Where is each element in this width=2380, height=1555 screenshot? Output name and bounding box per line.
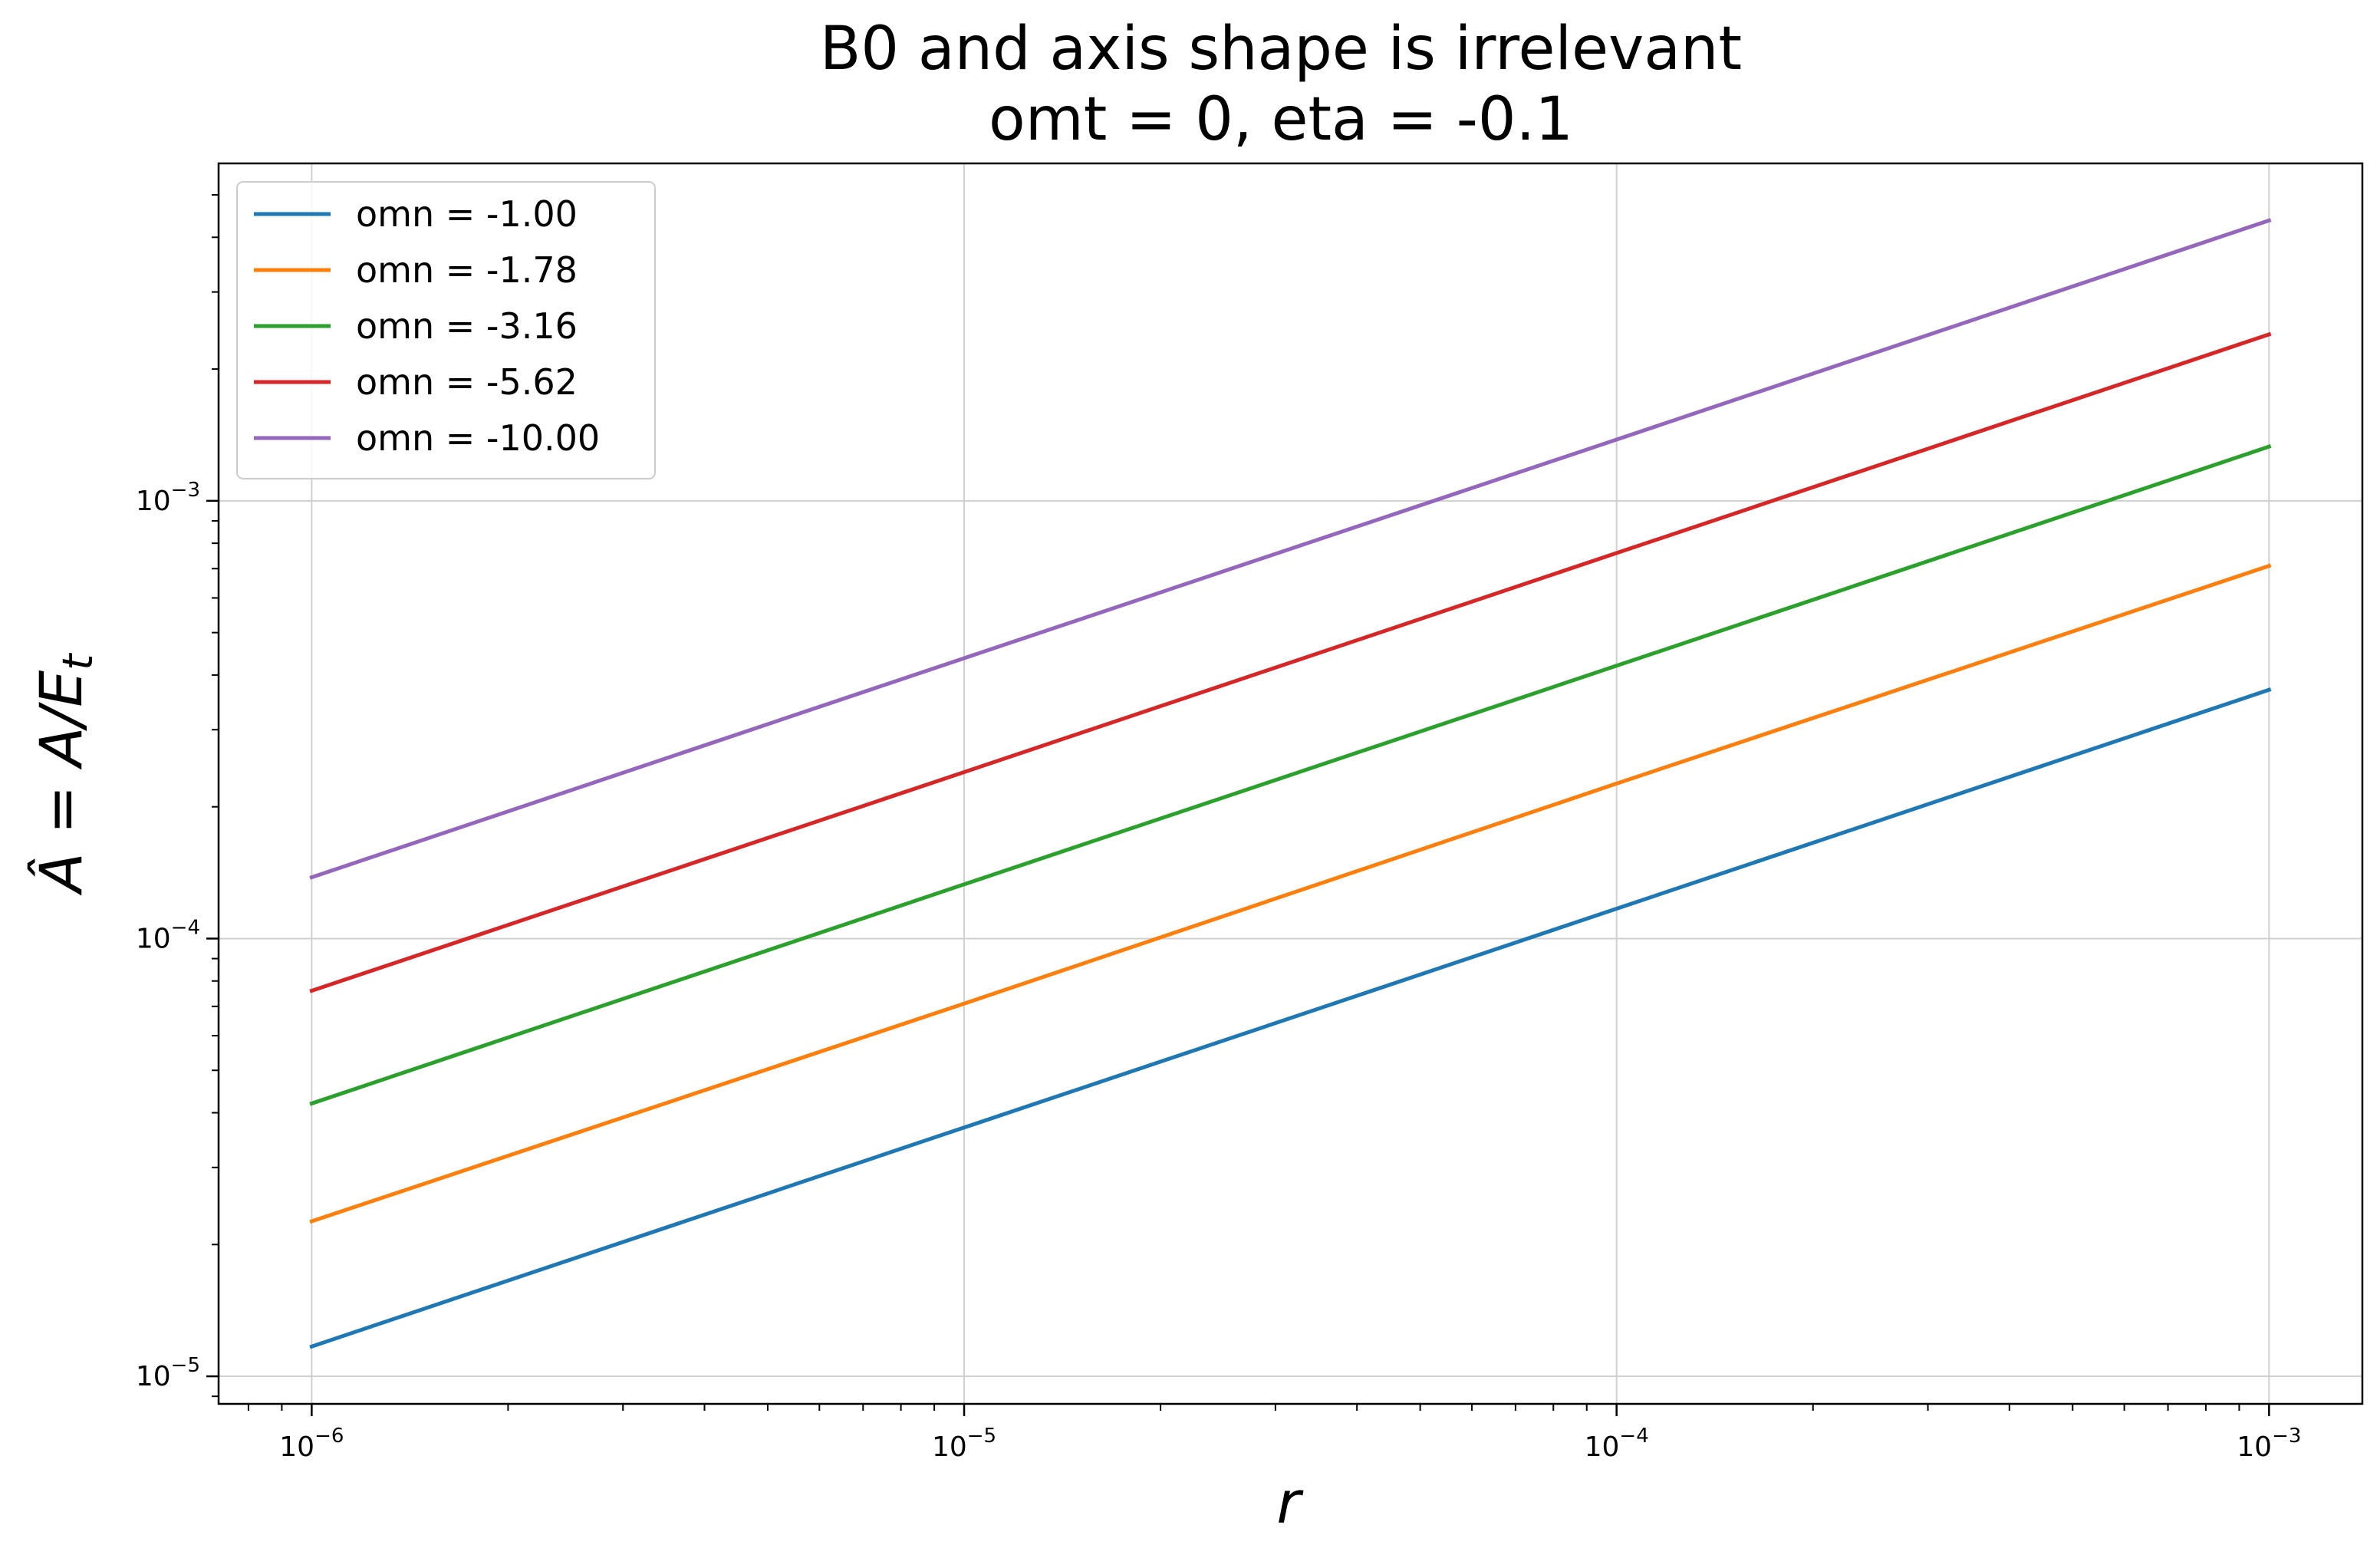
- x-tick-label-base: 10: [279, 1431, 314, 1463]
- y-tick-label-2: 10−3: [136, 479, 200, 517]
- legend-label-2: omn = -3.16: [356, 305, 578, 347]
- y-axis-label-a-hat: Â = A/E: [27, 670, 95, 897]
- x-tick-label-exponent: −6: [314, 1425, 344, 1448]
- y-tick-label-exponent: −3: [171, 479, 200, 502]
- series-line-3: [309, 331, 2272, 993]
- grid: [219, 163, 2362, 1404]
- legend-label-4: omn = -10.00: [356, 417, 600, 459]
- y-axis-ticks: 10−510−410−3: [136, 194, 219, 1398]
- legend-box: [236, 181, 656, 479]
- x-axis-label: r: [1276, 1468, 1304, 1537]
- x-tick-label-exponent: −4: [1619, 1425, 1648, 1448]
- chart-title-line-2: omt = 0, eta = -0.1: [989, 85, 1573, 154]
- series-line-1: [309, 563, 2272, 1224]
- y-tick-label-exponent: −4: [171, 916, 200, 939]
- x-tick-label-2: 10−4: [1585, 1425, 1649, 1463]
- x-tick-label-base: 10: [1585, 1431, 1620, 1463]
- series-line-4: [309, 218, 2272, 880]
- y-axis-label-subscript: t: [54, 653, 102, 670]
- y-tick-label-base: 10: [136, 486, 171, 517]
- series-line-2: [309, 444, 2272, 1106]
- y-tick-label-1: 10−4: [136, 916, 200, 954]
- legend-label-1: omn = -1.78: [356, 249, 578, 291]
- x-tick-label-base: 10: [932, 1431, 967, 1463]
- plot-series: [309, 218, 2272, 1349]
- x-tick-label-0: 10−6: [279, 1425, 344, 1463]
- legend-label-3: omn = -5.62: [356, 361, 578, 403]
- y-tick-label-base: 10: [136, 923, 171, 954]
- plot-area-frame: [217, 162, 2364, 1405]
- legend-label-0: omn = -1.00: [356, 193, 578, 235]
- legend: omn = -1.00 omn = -1.78 omn = -3.16 omn = -…: [236, 181, 656, 479]
- chart-title: B0 and axis shape is irrelevant omt = 0,…: [820, 15, 1742, 154]
- series-line-0: [309, 687, 2272, 1349]
- chart-title-line-1: B0 and axis shape is irrelevant: [820, 15, 1742, 84]
- y-tick-label-exponent: −5: [171, 1354, 200, 1377]
- x-tick-label-3: 10−3: [2237, 1425, 2301, 1463]
- y-axis-label: Â = A/Et: [27, 653, 102, 897]
- x-tick-label-exponent: −5: [967, 1425, 996, 1448]
- y-tick-label-0: 10−5: [136, 1354, 200, 1392]
- x-tick-label-1: 10−5: [932, 1425, 996, 1463]
- x-tick-label-base: 10: [2237, 1431, 2272, 1463]
- x-tick-label-exponent: −3: [2272, 1425, 2301, 1448]
- svg-text:Â = A/Et: Â = A/Et: [27, 653, 102, 897]
- y-tick-label-base: 10: [136, 1361, 171, 1392]
- x-axis-ticks: 10−6 10−5 10−4 10−3: [247, 1404, 2301, 1463]
